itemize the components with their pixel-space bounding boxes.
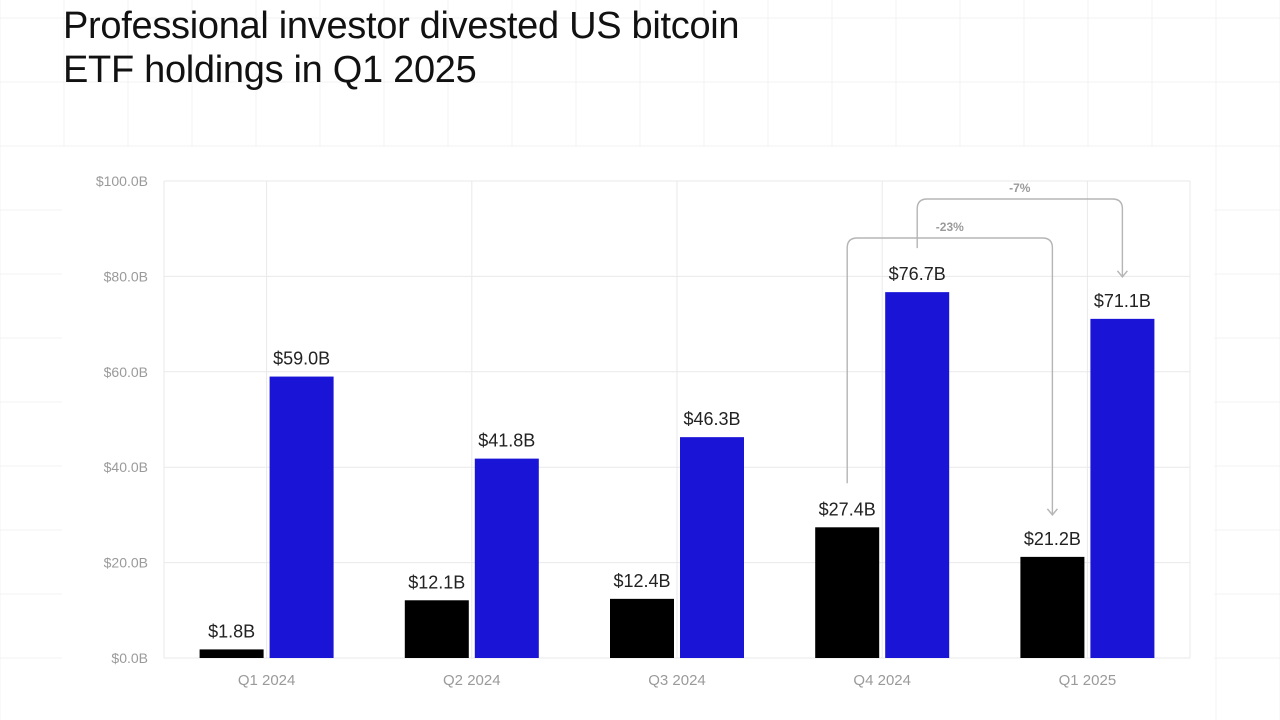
- bar-black: [199, 649, 264, 658]
- bar-value-label: $21.2B: [1024, 529, 1081, 549]
- y-tick-label: $40.0B: [104, 459, 148, 475]
- change-arrowhead: [1046, 508, 1058, 516]
- bar-black: [1020, 556, 1085, 658]
- bar-chart: $0.0B $20.0B $40.0B $60.0B $80.0B $100.0B $1.8…: [96, 173, 1191, 689]
- bar-value-label: $1.8B: [208, 621, 255, 641]
- x-tick-label: Q1 2025: [1059, 672, 1117, 689]
- bar-blue: [1090, 318, 1155, 658]
- bar-black: [815, 527, 880, 658]
- bar-blue: [269, 376, 334, 658]
- x-tick-label: Q1 2024: [238, 672, 296, 689]
- chart-panel: $0.0B $20.0B $40.0B $60.0B $80.0B $100.0B $1.8…: [62, 147, 1214, 720]
- bar-value-label: $76.7B: [889, 264, 946, 284]
- bar-value-label: $12.1B: [408, 572, 465, 592]
- title-line-2: ETF holdings in Q1 2025: [63, 49, 477, 91]
- title-line-1: Professional investor divested US bitcoi…: [63, 5, 740, 47]
- x-tick-label: Q3 2024: [648, 672, 706, 689]
- x-tick-label: Q4 2024: [853, 672, 911, 689]
- y-tick-label: $60.0B: [104, 364, 148, 380]
- bar-black: [404, 600, 469, 658]
- bar-value-label: $41.8B: [478, 431, 535, 451]
- page-title: Professional investor divested US bitcoi…: [63, 4, 740, 92]
- change-label: -7%: [1009, 181, 1031, 195]
- y-tick-label: $80.0B: [104, 268, 148, 284]
- bar-value-label: $27.4B: [819, 499, 876, 519]
- change-arrowhead: [1116, 270, 1128, 278]
- change-bracket: [916, 198, 1124, 277]
- bar-blue: [680, 437, 744, 658]
- y-tick-label: $20.0B: [104, 555, 148, 571]
- y-tick-label: $0.0B: [111, 650, 148, 666]
- change-bracket: [846, 237, 1054, 515]
- bar-blue: [885, 292, 950, 658]
- bar-value-label: $59.0B: [273, 349, 330, 369]
- y-tick-label: $100.0B: [96, 173, 148, 189]
- bar-value-label: $46.3B: [683, 409, 740, 429]
- bar-value-label: $71.1B: [1094, 291, 1151, 311]
- change-label: -23%: [936, 220, 964, 234]
- bar-black: [610, 598, 674, 658]
- bar-blue: [474, 458, 539, 658]
- x-tick-label: Q2 2024: [443, 672, 501, 689]
- bar-value-label: $12.4B: [613, 571, 670, 591]
